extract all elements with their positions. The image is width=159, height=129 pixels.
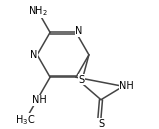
Text: NH: NH	[119, 81, 134, 91]
Text: S: S	[99, 119, 105, 129]
Text: N: N	[30, 50, 37, 60]
Text: S: S	[78, 75, 84, 85]
Text: H$_3$C: H$_3$C	[15, 114, 36, 127]
Text: NH$_2$: NH$_2$	[28, 4, 48, 18]
Text: NH: NH	[31, 95, 46, 105]
Text: N: N	[75, 26, 83, 36]
